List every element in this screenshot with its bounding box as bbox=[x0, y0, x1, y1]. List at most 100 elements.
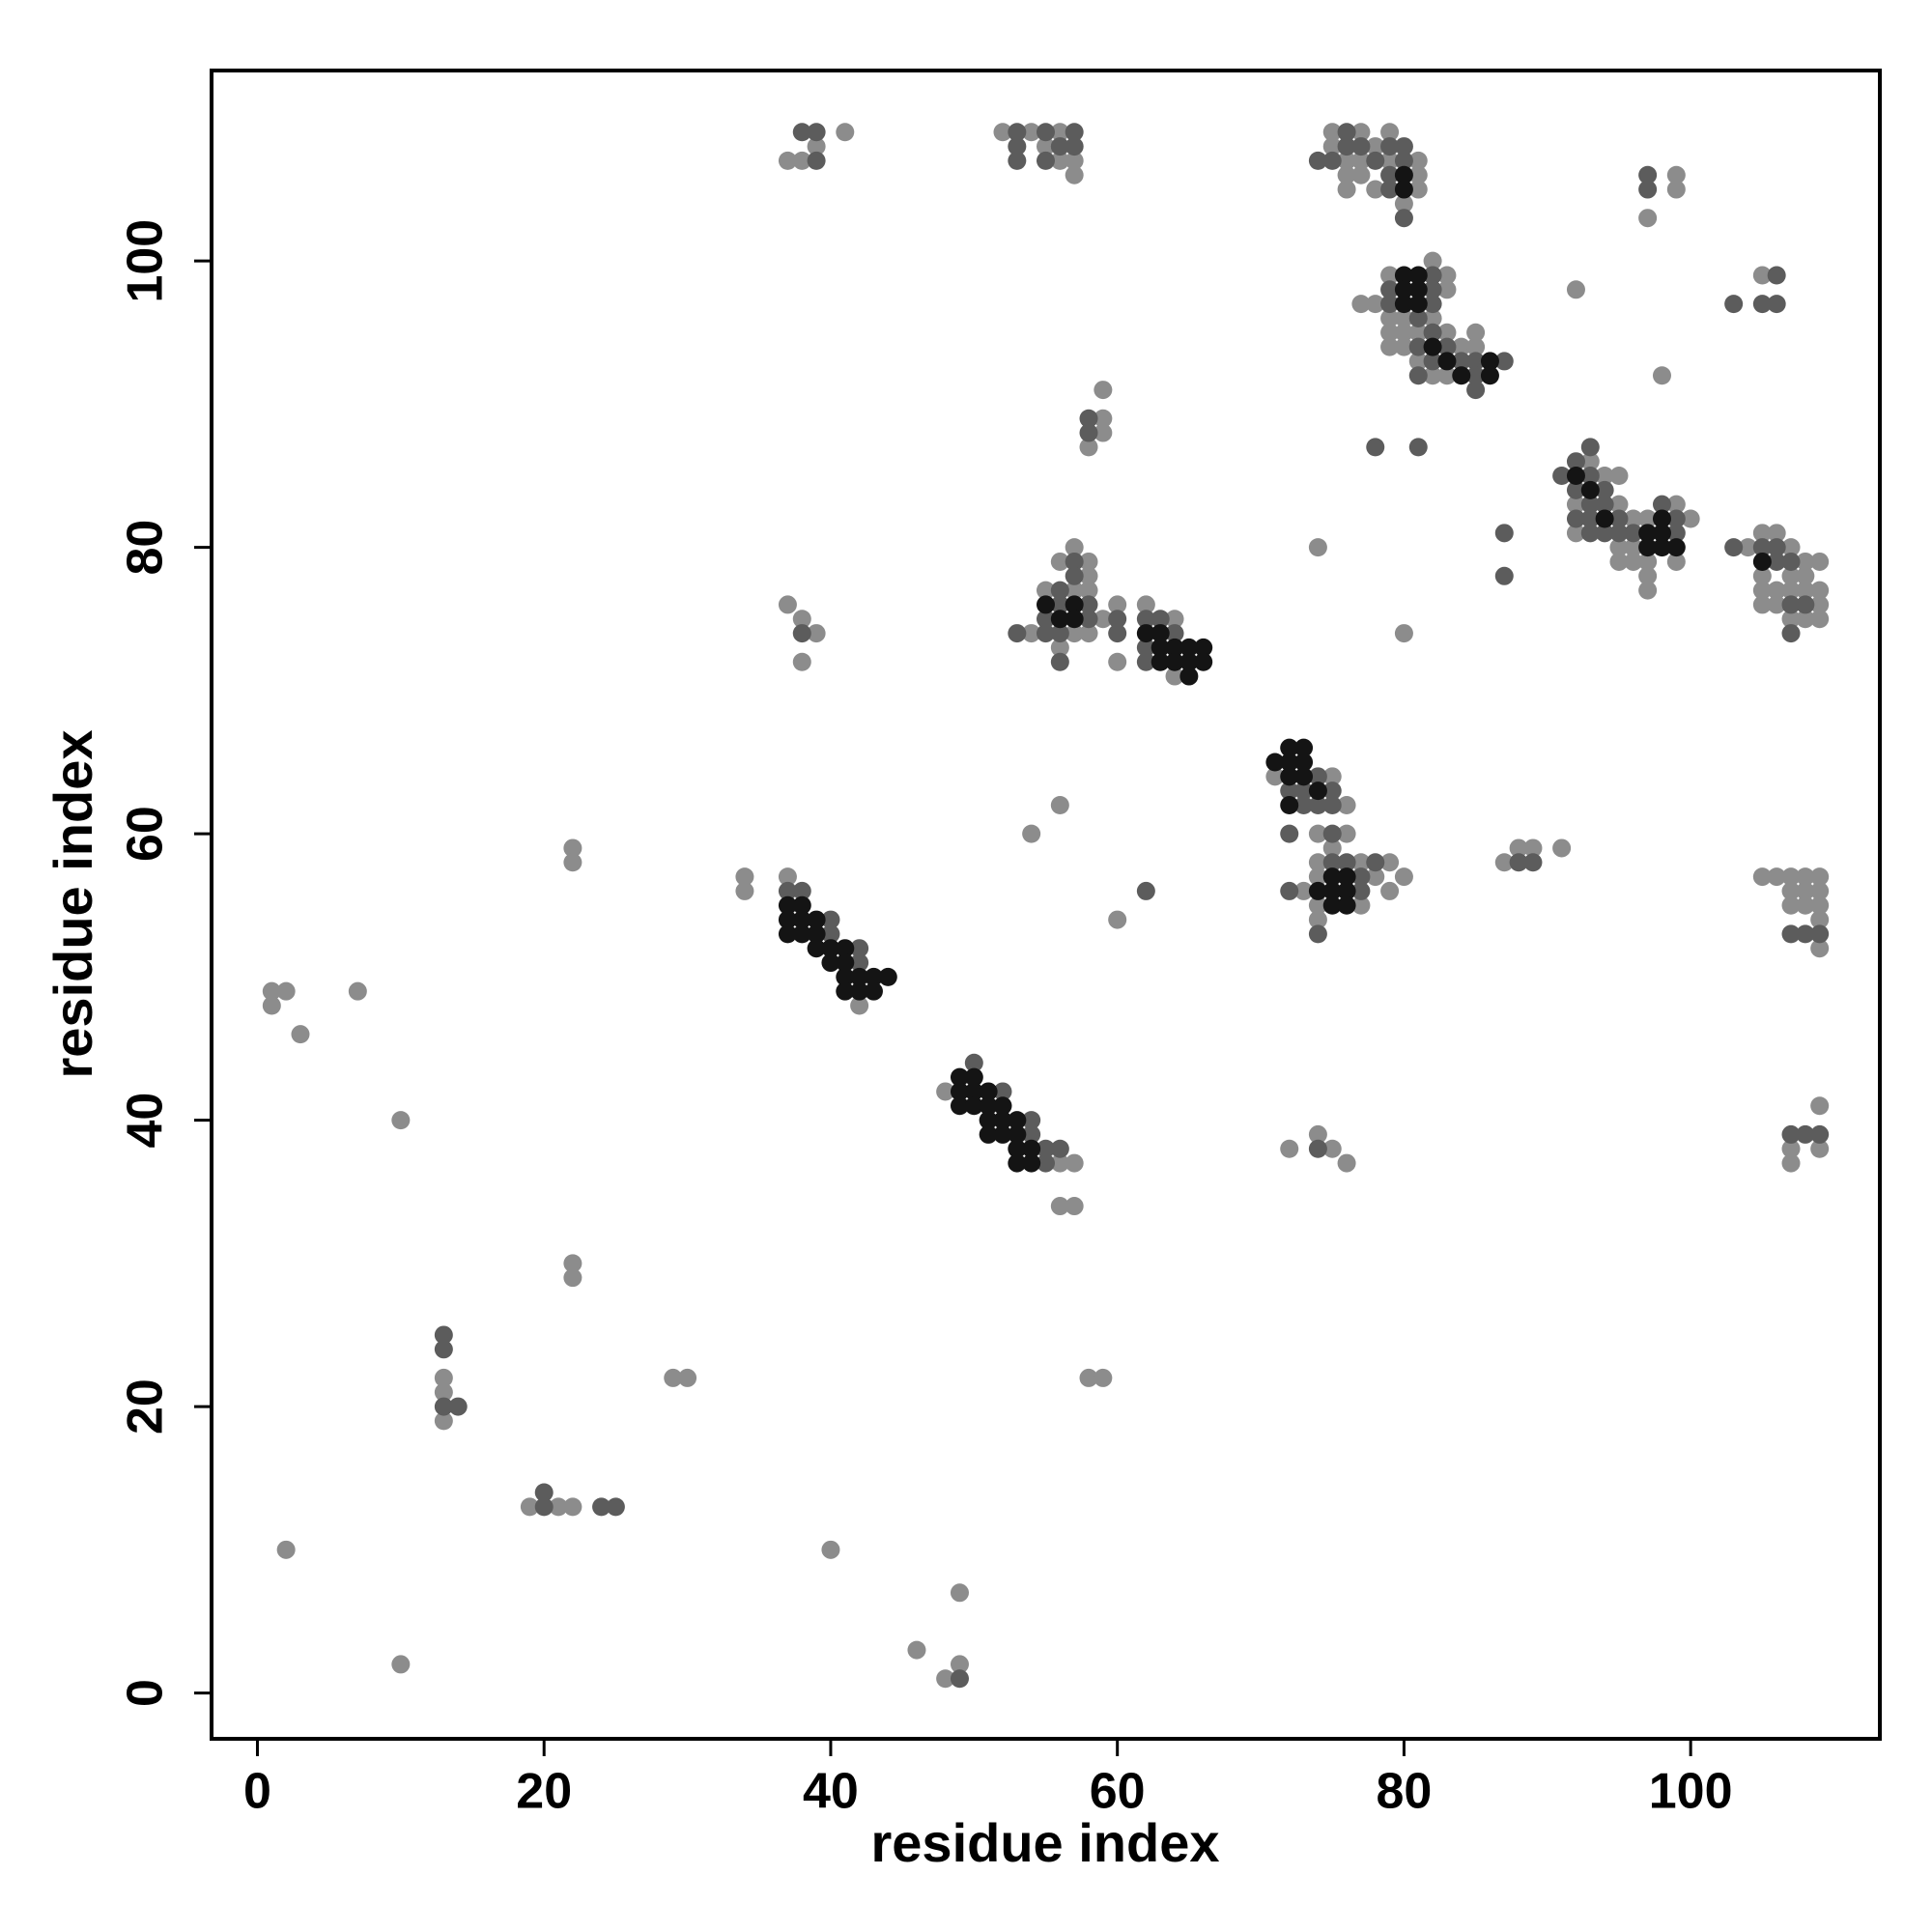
point bbox=[1452, 366, 1471, 385]
point bbox=[1337, 165, 1356, 185]
point bbox=[1065, 165, 1084, 185]
point bbox=[1652, 495, 1671, 514]
point bbox=[1480, 352, 1499, 371]
point bbox=[1781, 624, 1801, 643]
point bbox=[1022, 123, 1041, 142]
point bbox=[1308, 1124, 1327, 1144]
point bbox=[1050, 1197, 1069, 1216]
point bbox=[1065, 624, 1084, 643]
point bbox=[1265, 767, 1285, 786]
y-tick-label: 100 bbox=[118, 219, 174, 303]
point bbox=[1337, 853, 1356, 872]
point bbox=[1380, 165, 1400, 185]
point bbox=[1752, 295, 1772, 314]
point bbox=[1666, 495, 1686, 514]
point bbox=[1337, 151, 1356, 170]
point bbox=[1408, 280, 1428, 299]
y-tick-label: 0 bbox=[118, 1679, 174, 1707]
point bbox=[1423, 323, 1442, 342]
point bbox=[534, 1483, 554, 1502]
point bbox=[1452, 352, 1471, 371]
point bbox=[1308, 151, 1327, 170]
point bbox=[1752, 566, 1772, 585]
point bbox=[1796, 1124, 1815, 1144]
point bbox=[1810, 924, 1830, 944]
x-tick-label: 0 bbox=[243, 1764, 271, 1820]
point bbox=[1638, 209, 1658, 228]
point bbox=[1437, 366, 1457, 385]
point bbox=[1322, 781, 1342, 801]
point bbox=[1079, 438, 1098, 457]
point bbox=[850, 981, 869, 1001]
point bbox=[1466, 381, 1486, 400]
x-tick-label: 60 bbox=[1090, 1764, 1146, 1820]
point bbox=[1280, 1139, 1299, 1158]
point bbox=[1065, 123, 1084, 142]
point bbox=[1609, 552, 1629, 571]
point bbox=[792, 123, 811, 142]
point bbox=[1351, 867, 1371, 887]
point bbox=[1394, 180, 1413, 199]
point bbox=[1752, 867, 1772, 887]
point bbox=[1280, 753, 1299, 772]
point bbox=[1050, 638, 1069, 657]
point bbox=[1724, 538, 1744, 557]
point bbox=[1609, 509, 1629, 528]
point bbox=[1380, 308, 1400, 327]
point bbox=[1595, 509, 1614, 528]
point bbox=[1050, 1139, 1069, 1158]
point bbox=[1050, 552, 1069, 571]
point bbox=[1638, 566, 1658, 585]
point bbox=[1609, 495, 1629, 514]
point bbox=[979, 1082, 998, 1101]
point bbox=[1322, 1139, 1342, 1158]
point bbox=[778, 881, 797, 900]
point bbox=[1408, 438, 1428, 457]
point bbox=[1494, 853, 1514, 872]
point bbox=[821, 910, 840, 929]
point bbox=[1810, 610, 1830, 629]
point bbox=[1008, 137, 1027, 156]
point bbox=[1008, 123, 1027, 142]
point bbox=[807, 123, 826, 142]
point bbox=[1423, 251, 1442, 270]
point bbox=[1609, 467, 1629, 486]
point bbox=[1322, 137, 1342, 156]
point bbox=[1050, 1153, 1069, 1173]
point bbox=[1308, 1139, 1327, 1158]
point bbox=[391, 1655, 411, 1674]
point bbox=[807, 910, 826, 929]
point bbox=[1050, 795, 1069, 814]
point bbox=[1681, 509, 1700, 528]
point bbox=[1638, 538, 1658, 557]
point bbox=[1494, 566, 1514, 585]
point bbox=[1165, 610, 1184, 629]
point bbox=[1724, 295, 1744, 314]
point bbox=[1351, 137, 1371, 156]
point bbox=[1351, 881, 1371, 900]
point bbox=[1322, 767, 1342, 786]
point bbox=[1280, 767, 1299, 786]
point bbox=[1609, 538, 1629, 557]
point bbox=[1796, 895, 1815, 915]
point bbox=[1781, 595, 1801, 614]
point bbox=[1423, 308, 1442, 327]
point bbox=[1580, 509, 1600, 528]
point bbox=[735, 867, 754, 887]
point bbox=[964, 1067, 983, 1087]
point bbox=[1050, 137, 1069, 156]
point bbox=[1408, 308, 1428, 327]
point bbox=[1108, 910, 1127, 929]
point bbox=[1165, 638, 1184, 657]
point bbox=[1037, 610, 1055, 629]
x-tick-label: 80 bbox=[1376, 1764, 1432, 1820]
point bbox=[1796, 595, 1815, 614]
point bbox=[1767, 581, 1786, 600]
point bbox=[434, 1397, 453, 1416]
point bbox=[1280, 881, 1299, 900]
y-tick-label: 60 bbox=[118, 806, 174, 862]
point bbox=[864, 967, 883, 986]
point bbox=[1566, 495, 1585, 514]
point bbox=[1194, 638, 1213, 657]
point bbox=[1308, 924, 1327, 944]
